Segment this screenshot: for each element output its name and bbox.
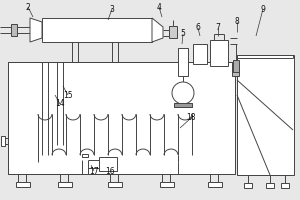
Text: 8: 8 xyxy=(235,18,239,26)
Polygon shape xyxy=(152,18,163,42)
Polygon shape xyxy=(30,18,42,42)
Bar xyxy=(108,182,122,187)
Circle shape xyxy=(172,82,194,104)
Bar xyxy=(99,157,117,171)
Bar xyxy=(58,182,72,187)
Bar xyxy=(82,154,88,157)
Bar xyxy=(233,60,239,72)
Text: 3: 3 xyxy=(110,4,114,14)
Text: 6: 6 xyxy=(196,23,200,32)
Text: 5: 5 xyxy=(181,29,185,38)
Text: 7: 7 xyxy=(216,23,220,32)
Text: 9: 9 xyxy=(261,4,266,14)
Text: 15: 15 xyxy=(63,90,73,99)
Bar xyxy=(16,182,30,187)
Bar xyxy=(193,44,207,64)
Bar xyxy=(237,55,294,175)
Text: 14: 14 xyxy=(55,99,65,108)
Text: 17: 17 xyxy=(89,166,99,176)
Bar xyxy=(8,62,235,174)
Bar xyxy=(42,18,152,42)
Bar xyxy=(1,136,5,146)
Bar xyxy=(178,48,188,76)
Bar xyxy=(208,182,222,187)
Bar xyxy=(169,26,177,38)
Bar xyxy=(237,55,293,175)
Text: 16: 16 xyxy=(105,168,115,176)
Text: 2: 2 xyxy=(26,2,30,11)
Bar xyxy=(11,24,17,36)
Bar xyxy=(244,183,252,188)
Bar xyxy=(266,183,274,188)
Bar xyxy=(232,62,239,76)
Text: 4: 4 xyxy=(157,2,161,11)
Text: 18: 18 xyxy=(186,114,196,122)
Bar xyxy=(281,183,289,188)
Bar xyxy=(160,182,174,187)
Bar xyxy=(210,40,228,66)
Bar xyxy=(174,103,192,107)
